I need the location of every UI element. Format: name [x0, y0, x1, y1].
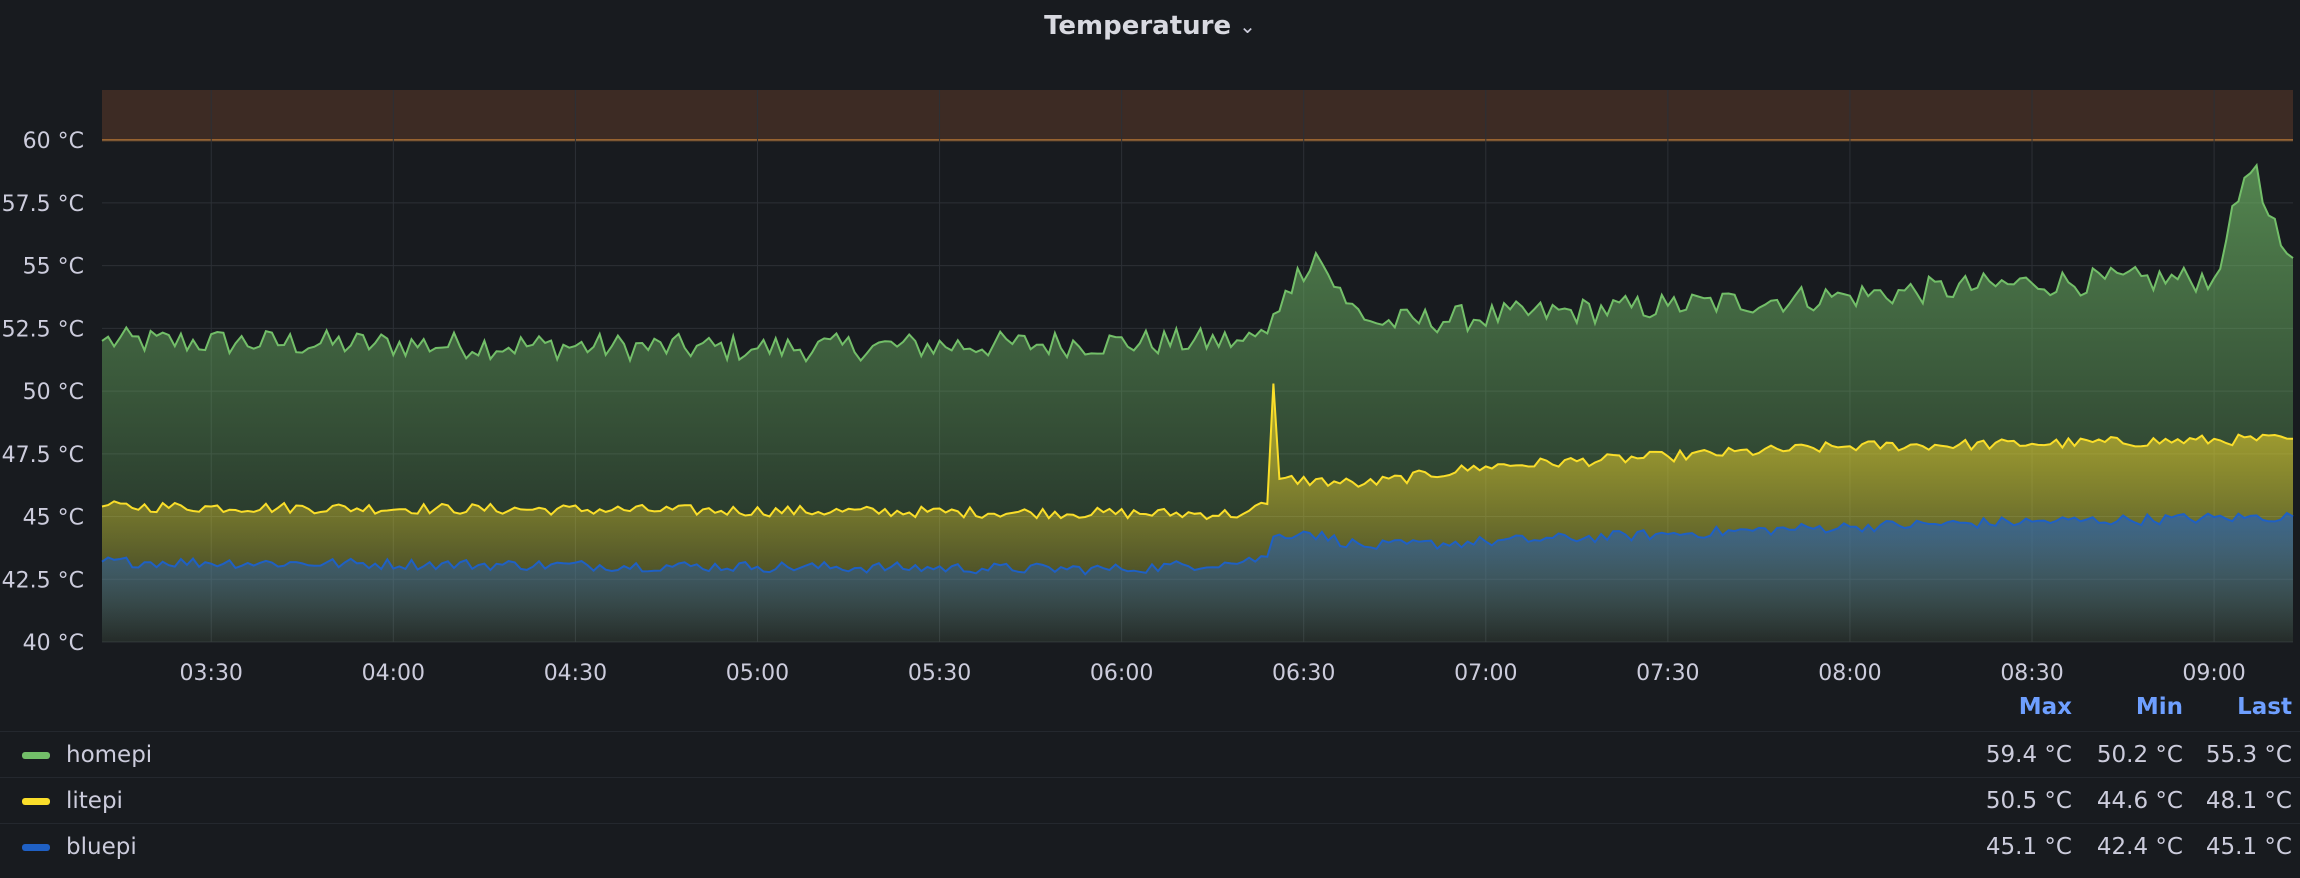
- series-color-swatch: [22, 751, 50, 759]
- series-layer: [101, 162, 2294, 643]
- y-tick-label: 60 °C: [23, 129, 84, 154]
- legend-header: Max Min Last: [0, 690, 2300, 726]
- legend-value-last: 48.1 °C: [2205, 788, 2292, 814]
- y-tick-label: 47.5 °C: [2, 443, 84, 468]
- threshold-layer: [102, 90, 2293, 142]
- panel-title-menu[interactable]: Temperature ⌄: [1044, 11, 1256, 41]
- x-tick-label: 07:30: [1636, 661, 1699, 686]
- x-tick-label: 03:30: [180, 661, 243, 686]
- panel-title[interactable]: Temperature: [1044, 11, 1232, 41]
- x-tick-label: 05:00: [726, 661, 789, 686]
- legend-value-max: 59.4 °C: [1985, 742, 2072, 768]
- legend-value-max: 50.5 °C: [1985, 788, 2072, 814]
- y-tick-label: 57.5 °C: [2, 192, 84, 217]
- legend-row-bluepi[interactable]: bluepi 45.1 °C 42.4 °C 45.1 °C: [0, 823, 2300, 870]
- chevron-down-icon[interactable]: ⌄: [1239, 14, 1256, 38]
- series-line-bluepi: [101, 511, 2294, 576]
- series-line-homepi: [101, 162, 2294, 364]
- legend-value-last: 45.1 °C: [2205, 834, 2292, 860]
- x-tick-label: 08:30: [2000, 661, 2063, 686]
- legend-series-name[interactable]: litepi: [66, 788, 123, 814]
- legend-value-max: 45.1 °C: [1985, 834, 2072, 860]
- legend-row-litepi[interactable]: litepi 50.5 °C 44.6 °C 48.1 °C: [0, 777, 2300, 824]
- x-tick-label: 04:00: [362, 661, 425, 686]
- series-color-swatch: [22, 843, 50, 851]
- legend-value-last: 55.3 °C: [2205, 742, 2292, 768]
- series-color-swatch: [22, 797, 50, 805]
- legend-row-homepi[interactable]: homepi 59.4 °C 50.2 °C 55.3 °C: [0, 731, 2300, 778]
- legend-header-min[interactable]: Min: [2135, 694, 2183, 720]
- x-tick-label: 06:00: [1090, 661, 1153, 686]
- legend-value-min: 44.6 °C: [2096, 788, 2183, 814]
- legend-value-min: 42.4 °C: [2096, 834, 2183, 860]
- y-tick-label: 55 °C: [23, 255, 84, 280]
- temperature-chart[interactable]: 40 °C 42.5 °C 45 °C 47.5 °C 50 °C 52.5 °C 55 °…: [0, 0, 2300, 690]
- legend-header-max[interactable]: Max: [2018, 694, 2072, 720]
- series-area-bluepi: [102, 513, 2293, 642]
- axis-layer: 40 °C 42.5 °C 45 °C 47.5 °C 50 °C 52.5 °C 55 °…: [2, 129, 2246, 686]
- series-line-litepi: [101, 383, 2294, 521]
- panel-header: Temperature ⌄: [0, 0, 2300, 52]
- x-tick-label: 04:30: [544, 661, 607, 686]
- y-tick-label: 52.5 °C: [2, 317, 84, 342]
- x-tick-label: 05:30: [908, 661, 971, 686]
- y-tick-label: 45 °C: [23, 506, 84, 531]
- y-tick-label: 42.5 °C: [2, 568, 84, 593]
- x-tick-label: 07:00: [1454, 661, 1517, 686]
- legend-series-name[interactable]: homepi: [66, 742, 153, 768]
- threshold-band: [102, 90, 2293, 141]
- legend-header-last[interactable]: Last: [2237, 694, 2292, 720]
- y-tick-label: 40 °C: [23, 631, 84, 656]
- x-tick-label: 08:00: [1818, 661, 1881, 686]
- x-tick-label: 06:30: [1272, 661, 1335, 686]
- legend-table: Max Min Last homepi 59.4 °C 50.2 °C 55.3…: [0, 690, 2300, 878]
- legend-value-min: 50.2 °C: [2096, 742, 2183, 768]
- y-tick-label: 50 °C: [23, 380, 84, 405]
- legend-series-name[interactable]: bluepi: [66, 834, 137, 860]
- x-tick-label: 09:00: [2182, 661, 2245, 686]
